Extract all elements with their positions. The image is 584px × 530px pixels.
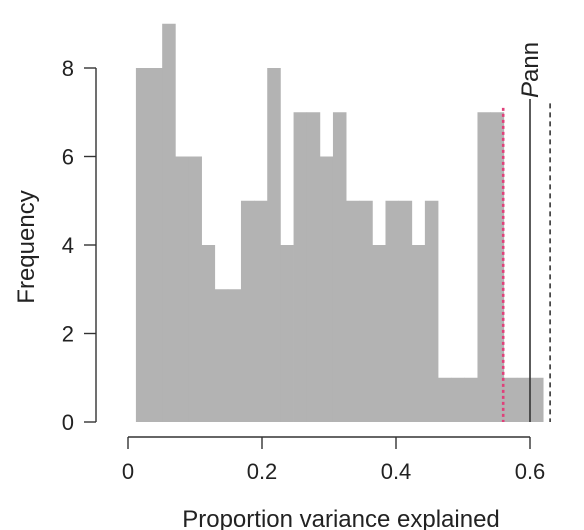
- reference-annotation: Pann: [517, 42, 544, 98]
- bars-group: [135, 23, 544, 422]
- histogram-bar: [306, 112, 321, 422]
- x-axis: 0 0.2 0.4 0.6: [122, 436, 546, 484]
- x-tick-label: 0.4: [381, 459, 412, 484]
- y-tick-label: 4: [62, 233, 74, 258]
- histogram-bar: [201, 245, 216, 422]
- histogram-bar: [332, 112, 347, 422]
- x-tick-label: 0.6: [515, 459, 546, 484]
- histogram-bar: [490, 112, 505, 422]
- histogram-bar: [254, 200, 268, 422]
- histogram-bar: [424, 200, 439, 422]
- y-tick-label: 8: [62, 56, 74, 81]
- histogram-bar: [214, 289, 229, 422]
- histogram-bar: [503, 377, 518, 422]
- histogram-bar: [411, 245, 426, 422]
- histogram-bar: [280, 245, 294, 422]
- y-tick-label: 0: [62, 410, 74, 435]
- annotation-prefix: P: [517, 82, 544, 98]
- histogram-bar: [319, 156, 334, 422]
- annotation-suffix: ann: [517, 42, 544, 82]
- histogram-bar: [451, 377, 465, 422]
- histogram-bar: [516, 377, 531, 422]
- histogram-bar: [477, 112, 491, 422]
- reference-lines-group: [501, 98, 551, 422]
- histogram-bar: [372, 245, 386, 422]
- x-axis-title: Proportion variance explained: [182, 506, 500, 530]
- histogram-bar: [530, 377, 544, 422]
- histogram-bar: [135, 68, 150, 422]
- histogram-bar: [267, 68, 281, 422]
- x-tick-label: 0.2: [247, 459, 278, 484]
- histogram-bar: [464, 377, 478, 422]
- x-tick-label: 0: [122, 459, 134, 484]
- histogram-bar: [359, 200, 373, 422]
- histogram-bar: [162, 23, 176, 422]
- y-tick-label: 6: [62, 145, 74, 170]
- histogram-bar: [293, 112, 308, 422]
- histogram-bar: [438, 377, 452, 422]
- y-tick-label: 2: [62, 322, 74, 347]
- histogram-bar: [188, 156, 202, 422]
- histogram-bar: [149, 68, 163, 422]
- histogram-bar: [398, 200, 413, 422]
- histogram-bar: [227, 289, 242, 422]
- y-axis-title: Frequency: [13, 190, 40, 303]
- histogram-bar: [175, 156, 189, 422]
- histogram-bar: [385, 200, 400, 422]
- histogram-bar: [240, 200, 255, 422]
- y-axis: 0 2 4 6 8: [62, 56, 97, 435]
- histogram-bar: [346, 200, 360, 422]
